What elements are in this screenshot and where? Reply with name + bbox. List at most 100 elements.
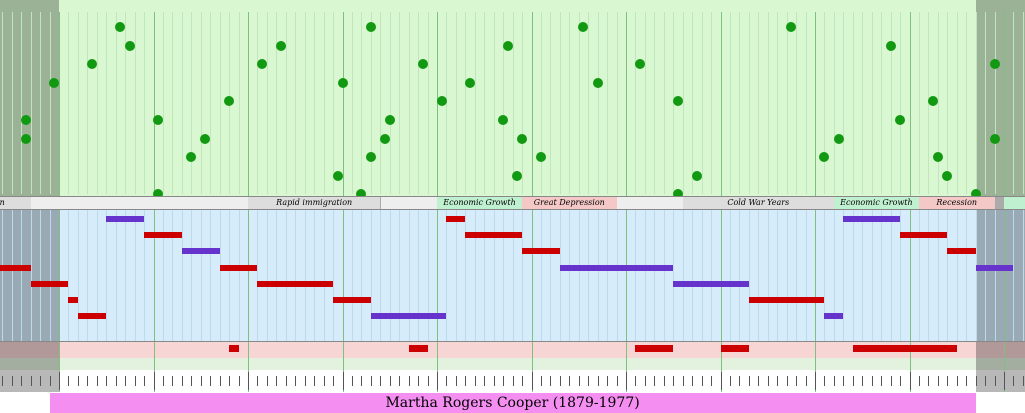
event-dot <box>257 59 268 70</box>
grid-line-year <box>238 209 240 341</box>
year-tick <box>985 376 987 386</box>
grid-line-year <box>96 209 98 341</box>
grid-line-year <box>380 209 382 341</box>
grid-line-year <box>559 209 561 341</box>
year-tick <box>389 376 391 386</box>
grid-line-year <box>786 209 788 341</box>
grid-line-year <box>96 12 98 194</box>
grid-line-year <box>399 12 401 194</box>
year-tick <box>890 376 892 386</box>
grid-line-year <box>644 12 646 194</box>
grid-line-year <box>928 209 930 341</box>
year-tick <box>257 376 259 386</box>
grid-line-year <box>210 209 212 341</box>
year-tick <box>767 376 769 386</box>
grid-line-year <box>559 12 561 194</box>
event-dot <box>153 115 164 125</box>
year-tick <box>30 376 32 386</box>
grid-line-year <box>370 12 372 194</box>
grid-line-year <box>295 12 297 194</box>
event-dot <box>672 189 683 200</box>
grid-line-year <box>748 12 750 194</box>
grid-line-year <box>711 12 713 194</box>
grid-line-year <box>1013 209 1015 341</box>
year-tick <box>314 376 316 386</box>
president-term-bar <box>144 232 182 239</box>
year-tick <box>833 376 835 386</box>
year-tick <box>361 376 363 386</box>
president-term-bar <box>748 297 825 303</box>
grid-line-year <box>918 209 920 341</box>
grid-line-year <box>644 209 646 341</box>
grid-line-year <box>134 209 136 341</box>
grid-line-year <box>465 209 467 341</box>
year-tick <box>786 376 788 386</box>
grid-line-year <box>361 12 363 194</box>
grid-line-year <box>729 209 731 341</box>
grid-line-year <box>427 12 429 194</box>
grid-line-year <box>956 12 958 194</box>
war-bar <box>408 345 428 352</box>
year-tick <box>588 376 590 386</box>
grid-line-year <box>994 209 996 341</box>
year-tick <box>918 376 920 386</box>
year-tick <box>285 376 287 386</box>
year-tick <box>342 372 344 390</box>
grid-line-year <box>985 209 987 341</box>
era-segment <box>30 197 249 209</box>
grid-line-year <box>918 12 920 194</box>
grid-line-year <box>162 12 164 194</box>
grid-line-year <box>786 12 788 194</box>
grid-line-year <box>181 209 183 341</box>
grid-line-year <box>125 12 127 194</box>
grid-line-year <box>852 12 854 194</box>
event-dot <box>672 96 683 107</box>
grid-line-year <box>191 209 193 341</box>
event-dot <box>356 189 367 200</box>
grid-line-year <box>2 12 4 194</box>
grid-line-year <box>805 209 807 341</box>
grid-line-year <box>370 209 372 341</box>
year-tick <box>380 376 382 386</box>
grid-line-year <box>446 12 448 194</box>
grid-line-year <box>172 12 174 194</box>
grid-line-year <box>172 209 174 341</box>
grid-line-year <box>758 209 760 341</box>
president-term-bar <box>900 232 948 239</box>
year-tick <box>748 376 750 386</box>
event-dot <box>436 96 447 107</box>
grid-line-year <box>503 12 505 194</box>
grid-line-year <box>588 209 590 341</box>
grid-line-year <box>607 12 609 194</box>
grid-line-year <box>1022 209 1024 341</box>
event-dot <box>380 133 391 144</box>
grid-line-year <box>361 209 363 341</box>
event-dot <box>502 40 513 51</box>
grid-line-year <box>777 12 779 194</box>
year-tick <box>304 376 306 386</box>
year-tick <box>777 376 779 386</box>
year-tick <box>635 376 637 386</box>
grid-line-year <box>597 209 599 341</box>
year-tick <box>276 376 278 386</box>
grid-line-year <box>144 209 146 341</box>
grid-line-year <box>994 12 996 194</box>
grid-line-year <box>115 209 117 341</box>
grid-line-year <box>635 12 637 194</box>
year-tick <box>796 376 798 386</box>
event-dot <box>20 133 31 144</box>
event-dot <box>87 59 98 70</box>
grid-line-year <box>503 209 505 341</box>
grid-line-year <box>956 209 958 341</box>
event-dot <box>224 96 235 107</box>
grid-line-year <box>106 12 108 194</box>
grid-line-year <box>77 12 79 194</box>
grid-line-year <box>890 12 892 194</box>
grid-line-year <box>701 12 703 194</box>
grid-line-year <box>900 209 902 341</box>
president-term-bar <box>0 264 31 271</box>
grid-line-year <box>446 209 448 341</box>
grid-line-year <box>266 209 268 341</box>
year-tick <box>1004 372 1005 390</box>
grid-line-year <box>966 209 968 341</box>
